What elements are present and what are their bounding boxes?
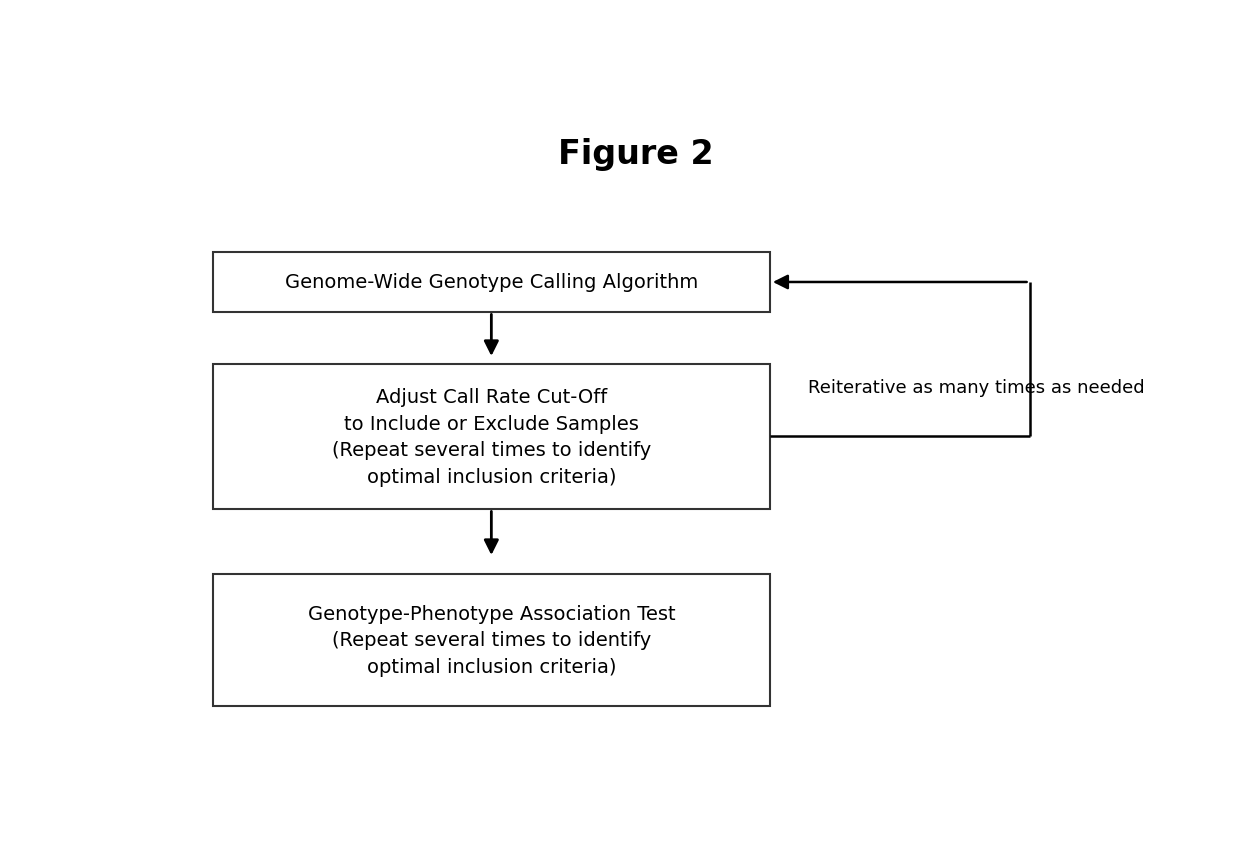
FancyBboxPatch shape — [213, 253, 770, 312]
Text: Reiterative as many times as needed: Reiterative as many times as needed — [808, 378, 1145, 397]
Text: Genome-Wide Genotype Calling Algorithm: Genome-Wide Genotype Calling Algorithm — [285, 273, 698, 292]
Text: Adjust Call Rate Cut-Off
to Include or Exclude Samples
(Repeat several times to : Adjust Call Rate Cut-Off to Include or E… — [332, 388, 651, 486]
Text: Genotype-Phenotype Association Test
(Repeat several times to identify
optimal in: Genotype-Phenotype Association Test (Rep… — [308, 604, 675, 676]
FancyBboxPatch shape — [213, 365, 770, 509]
FancyBboxPatch shape — [213, 574, 770, 705]
Text: Figure 2: Figure 2 — [558, 138, 713, 171]
